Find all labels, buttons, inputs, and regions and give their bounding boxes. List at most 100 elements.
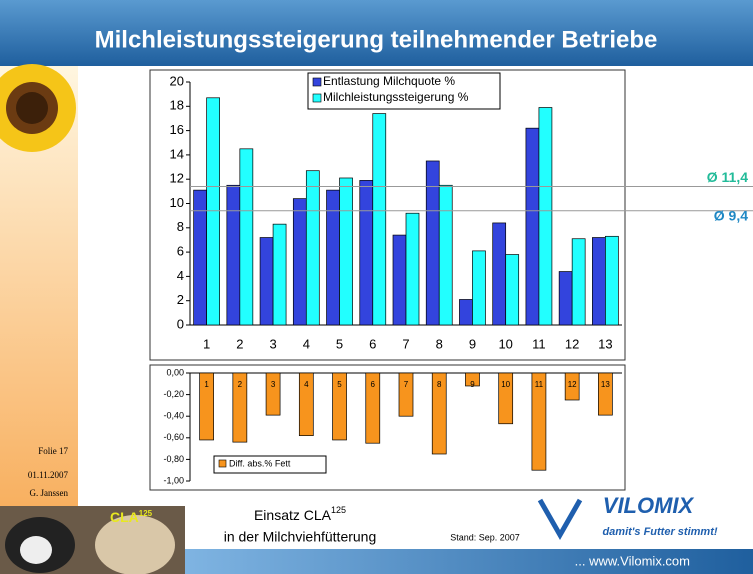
bar	[592, 237, 606, 326]
photos	[0, 506, 185, 574]
x-tick-label: 4	[304, 380, 309, 389]
y-tick-label: 10	[170, 195, 184, 210]
bar	[305, 170, 320, 326]
bar	[564, 372, 580, 401]
bar	[525, 127, 540, 326]
y-tick-label: 18	[170, 98, 184, 113]
bar	[538, 107, 553, 326]
y-tick-label: -0,60	[163, 432, 184, 442]
legend-box	[213, 455, 327, 474]
bar	[598, 372, 613, 416]
bar	[332, 372, 347, 441]
reference-label: Ø 11,4	[707, 169, 748, 185]
subject: Einsatz CLA125	[254, 505, 346, 522]
x-tick-label: 12	[565, 336, 579, 351]
brand: VILOMIX	[603, 493, 695, 518]
logo-mark	[537, 498, 583, 541]
x-tick-label: 11	[532, 336, 546, 351]
bar	[438, 184, 453, 326]
photo-label: CLA125	[110, 509, 153, 525]
bar	[292, 198, 307, 326]
chart-frame	[149, 69, 626, 361]
bar	[558, 271, 573, 326]
bar	[392, 234, 407, 326]
y-tick-label: 14	[170, 146, 184, 161]
x-tick-label: 6	[371, 380, 376, 389]
x-tick-label: 6	[369, 336, 376, 351]
x-tick-label: 9	[469, 336, 476, 351]
slide-title: Milchleistungssteigerung teilnehmender B…	[95, 26, 658, 53]
x-tick-label: 1	[204, 380, 209, 389]
bar	[498, 372, 514, 425]
y-tick-label: 0	[177, 316, 184, 331]
x-tick-label: 5	[336, 336, 343, 351]
slogan: damit's Futter stimmt!	[602, 526, 717, 538]
author: G. Janssen	[30, 488, 69, 498]
status: Stand: Sep. 2007	[450, 532, 520, 542]
x-tick-label: 13	[598, 336, 612, 351]
bar	[571, 238, 586, 326]
legend-swatch	[218, 459, 227, 468]
legend-label: Milchleistungssteigerung %	[323, 90, 469, 104]
bar	[232, 372, 248, 443]
subject-line-2: in der Milchviehfütterung	[224, 529, 377, 545]
bar	[298, 372, 314, 436]
y-tick-label: -0,80	[163, 454, 184, 464]
x-tick-label: 2	[236, 336, 243, 351]
y-tick-label: 6	[177, 244, 184, 259]
y-tick-label: -1,00	[163, 475, 184, 485]
reference-label: Ø 9,4	[714, 207, 748, 223]
x-tick-label: 13	[601, 380, 610, 389]
bar	[272, 223, 287, 326]
y-tick-label: -0,40	[163, 411, 184, 421]
x-tick-label: 9	[470, 380, 475, 389]
y-tick-label: 4	[177, 268, 184, 283]
bar	[492, 222, 507, 326]
y-tick-label: 16	[170, 122, 184, 137]
bar	[359, 180, 374, 326]
y-tick-label: 8	[177, 219, 184, 234]
bar	[372, 113, 387, 326]
bar	[365, 372, 381, 444]
x-tick-label: 10	[498, 336, 512, 351]
bar	[339, 177, 353, 326]
bar	[459, 299, 473, 326]
x-tick-label: 3	[271, 380, 276, 389]
date: 01.11.2007	[28, 470, 69, 480]
bar	[239, 148, 254, 326]
y-tick-label: 0,00	[166, 367, 184, 377]
website: ... www.Vilomix.com	[575, 553, 690, 568]
x-tick-label: 5	[337, 380, 342, 389]
sunflower	[0, 64, 76, 152]
slide-number: Folie 17	[38, 446, 68, 456]
bar	[206, 97, 220, 326]
x-tick-label: 11	[535, 380, 544, 389]
bar	[398, 372, 414, 417]
bar	[431, 372, 447, 455]
x-tick-label: 7	[402, 336, 409, 351]
footer-band	[185, 549, 753, 574]
x-tick-label: 1	[203, 336, 210, 351]
y-tick-label: 12	[170, 171, 184, 186]
bar	[505, 254, 520, 326]
x-tick-label: 10	[501, 380, 510, 389]
bar	[405, 212, 420, 326]
bar	[465, 372, 480, 387]
x-tick-label: 8	[437, 380, 442, 389]
bar	[226, 184, 241, 326]
x-tick-label: 8	[436, 336, 443, 351]
y-tick-label: -0,20	[163, 389, 184, 399]
bar	[265, 372, 281, 416]
legend-box	[307, 72, 501, 110]
bar	[531, 372, 547, 471]
y-tick-label: 2	[177, 292, 184, 307]
x-tick-label: 7	[404, 380, 409, 389]
bar	[472, 250, 486, 326]
legend-label: Entlastung Milchquote %	[323, 74, 455, 88]
legend-swatch	[312, 77, 322, 87]
legend-label: Diff. abs.% Fett	[229, 458, 291, 468]
y-tick-label: 20	[170, 73, 184, 88]
x-tick-label: 4	[303, 336, 310, 351]
bar	[199, 372, 214, 441]
